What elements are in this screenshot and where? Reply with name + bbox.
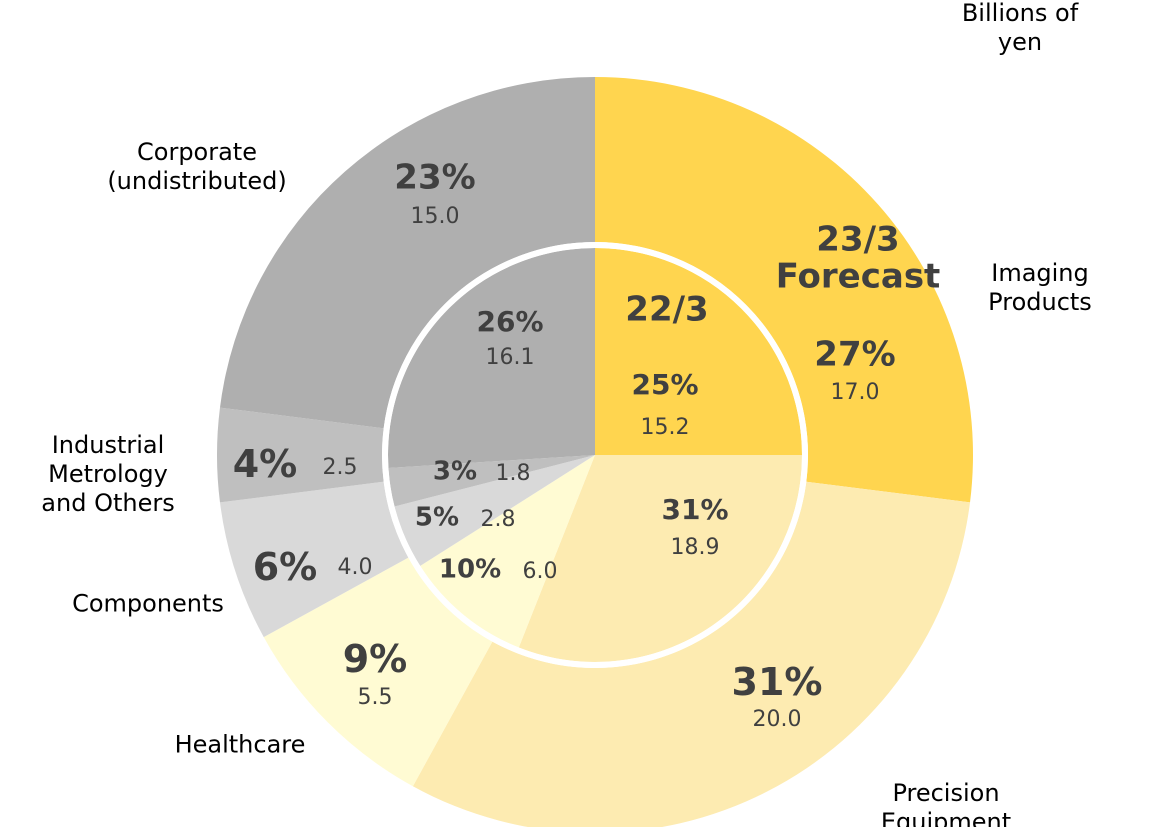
percent-label: 26%: [476, 305, 544, 339]
category-label: Corporate (undistributed): [107, 138, 287, 195]
percent-label: 31%: [661, 493, 729, 527]
ring-separator: [382, 242, 808, 668]
pie-slice: [412, 481, 971, 827]
amount-label: 15.2: [640, 414, 690, 440]
pie-slice: [219, 481, 409, 638]
amount-label: 17.0: [830, 379, 880, 405]
amount-label: 20.0: [752, 706, 802, 732]
amount-label: 18.9: [670, 534, 720, 560]
pie-slice: [518, 455, 802, 662]
amount-label: 4.0: [337, 554, 373, 580]
series-name: 22/3: [625, 289, 709, 330]
amount-label: 16.1: [485, 344, 535, 370]
pie-slice: [595, 77, 973, 503]
amount-label: 1.8: [495, 460, 531, 486]
percent-label: 23%: [394, 157, 476, 198]
pie-slice: [263, 557, 493, 787]
percent-label: 9%: [342, 637, 408, 682]
amount-label: 15.0: [410, 203, 460, 229]
amount-label: 5.5: [357, 684, 393, 710]
percent-label: 4%: [232, 442, 298, 487]
pie-slice: [219, 77, 595, 429]
subtitle: Billions of yen: [961, 0, 1079, 56]
percent-label: 3%: [432, 456, 478, 487]
percent-label: 31%: [731, 660, 823, 705]
pie-slice: [595, 248, 802, 455]
amount-label: 2.5: [322, 454, 358, 480]
category-label: Components: [72, 589, 224, 618]
pie-slice: [420, 455, 595, 648]
series-name: 23/3 Forecast: [775, 219, 941, 297]
amount-label: 2.8: [480, 506, 516, 532]
percent-label: 25%: [631, 368, 699, 402]
pie-slice: [216, 407, 384, 503]
category-label: Healthcare: [174, 730, 306, 759]
category-label: Precision Equipment: [880, 779, 1012, 827]
percent-label: 27%: [814, 334, 896, 375]
category-label: Industrial Metrology and Others: [41, 430, 175, 517]
percent-label: 6%: [252, 545, 318, 590]
amount-label: 6.0: [522, 558, 558, 584]
percent-label: 10%: [438, 554, 502, 585]
category-label: Imaging Products: [988, 259, 1092, 316]
pie-slice: [388, 455, 595, 507]
percent-label: 5%: [414, 502, 460, 533]
pie-slice: [388, 248, 595, 468]
pie-slice: [394, 455, 595, 566]
